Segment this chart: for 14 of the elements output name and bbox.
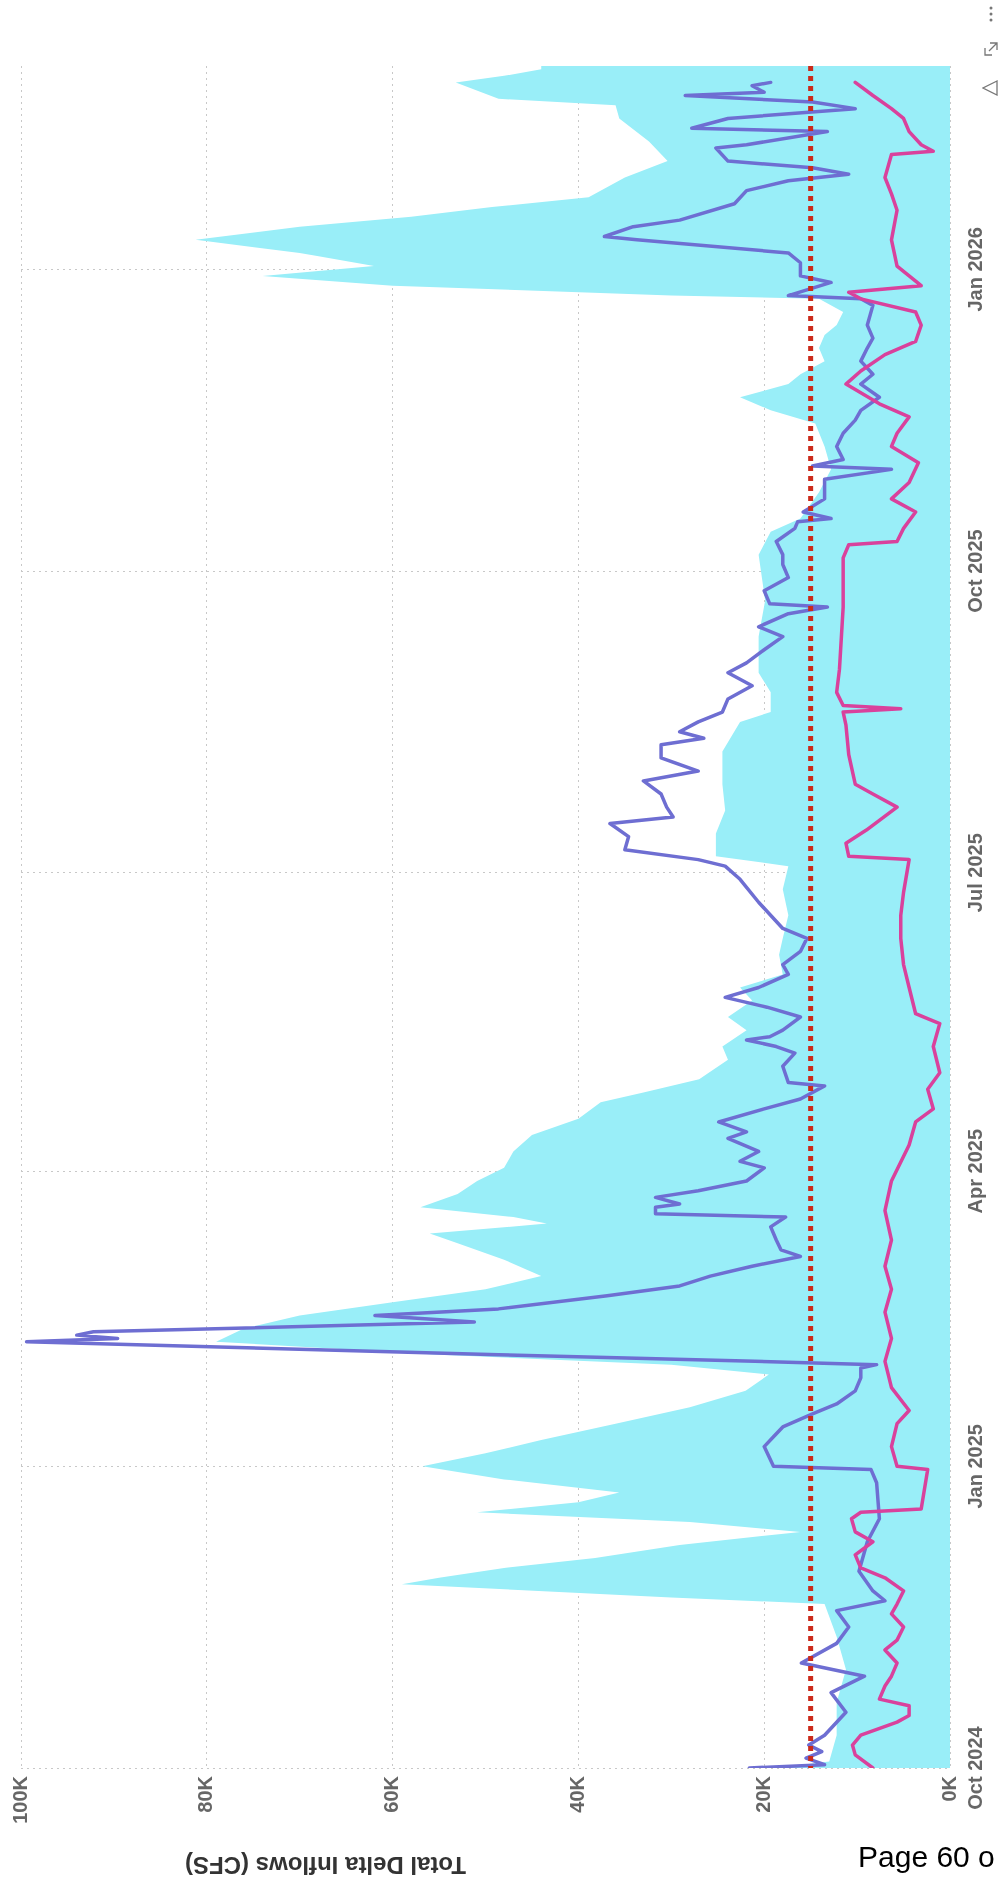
x-tick-label: 100K	[8, 1775, 31, 1824]
y-tick-label: Apr 2025	[963, 1128, 986, 1214]
x-axis-title: Total Delta Inflows (CFS)	[185, 1852, 466, 1880]
y-tick-label: Jan 2026	[963, 227, 986, 312]
y-tick-label: Jan 2025	[963, 1424, 986, 1509]
y-tick-label: Oct 2024	[963, 1725, 986, 1810]
y-tick-label: Oct 2025	[963, 529, 986, 613]
x-tick-label: 60K	[380, 1775, 403, 1813]
x-tick-label: 80K	[194, 1775, 217, 1813]
x-tick-label: 40K	[565, 1775, 588, 1813]
x-tick-label: 0K	[937, 1775, 960, 1802]
y-tick-label: Jul 2025	[963, 833, 986, 913]
text: Page 60 o	[858, 1840, 995, 1874]
x-tick-label: 20K	[751, 1775, 774, 1813]
